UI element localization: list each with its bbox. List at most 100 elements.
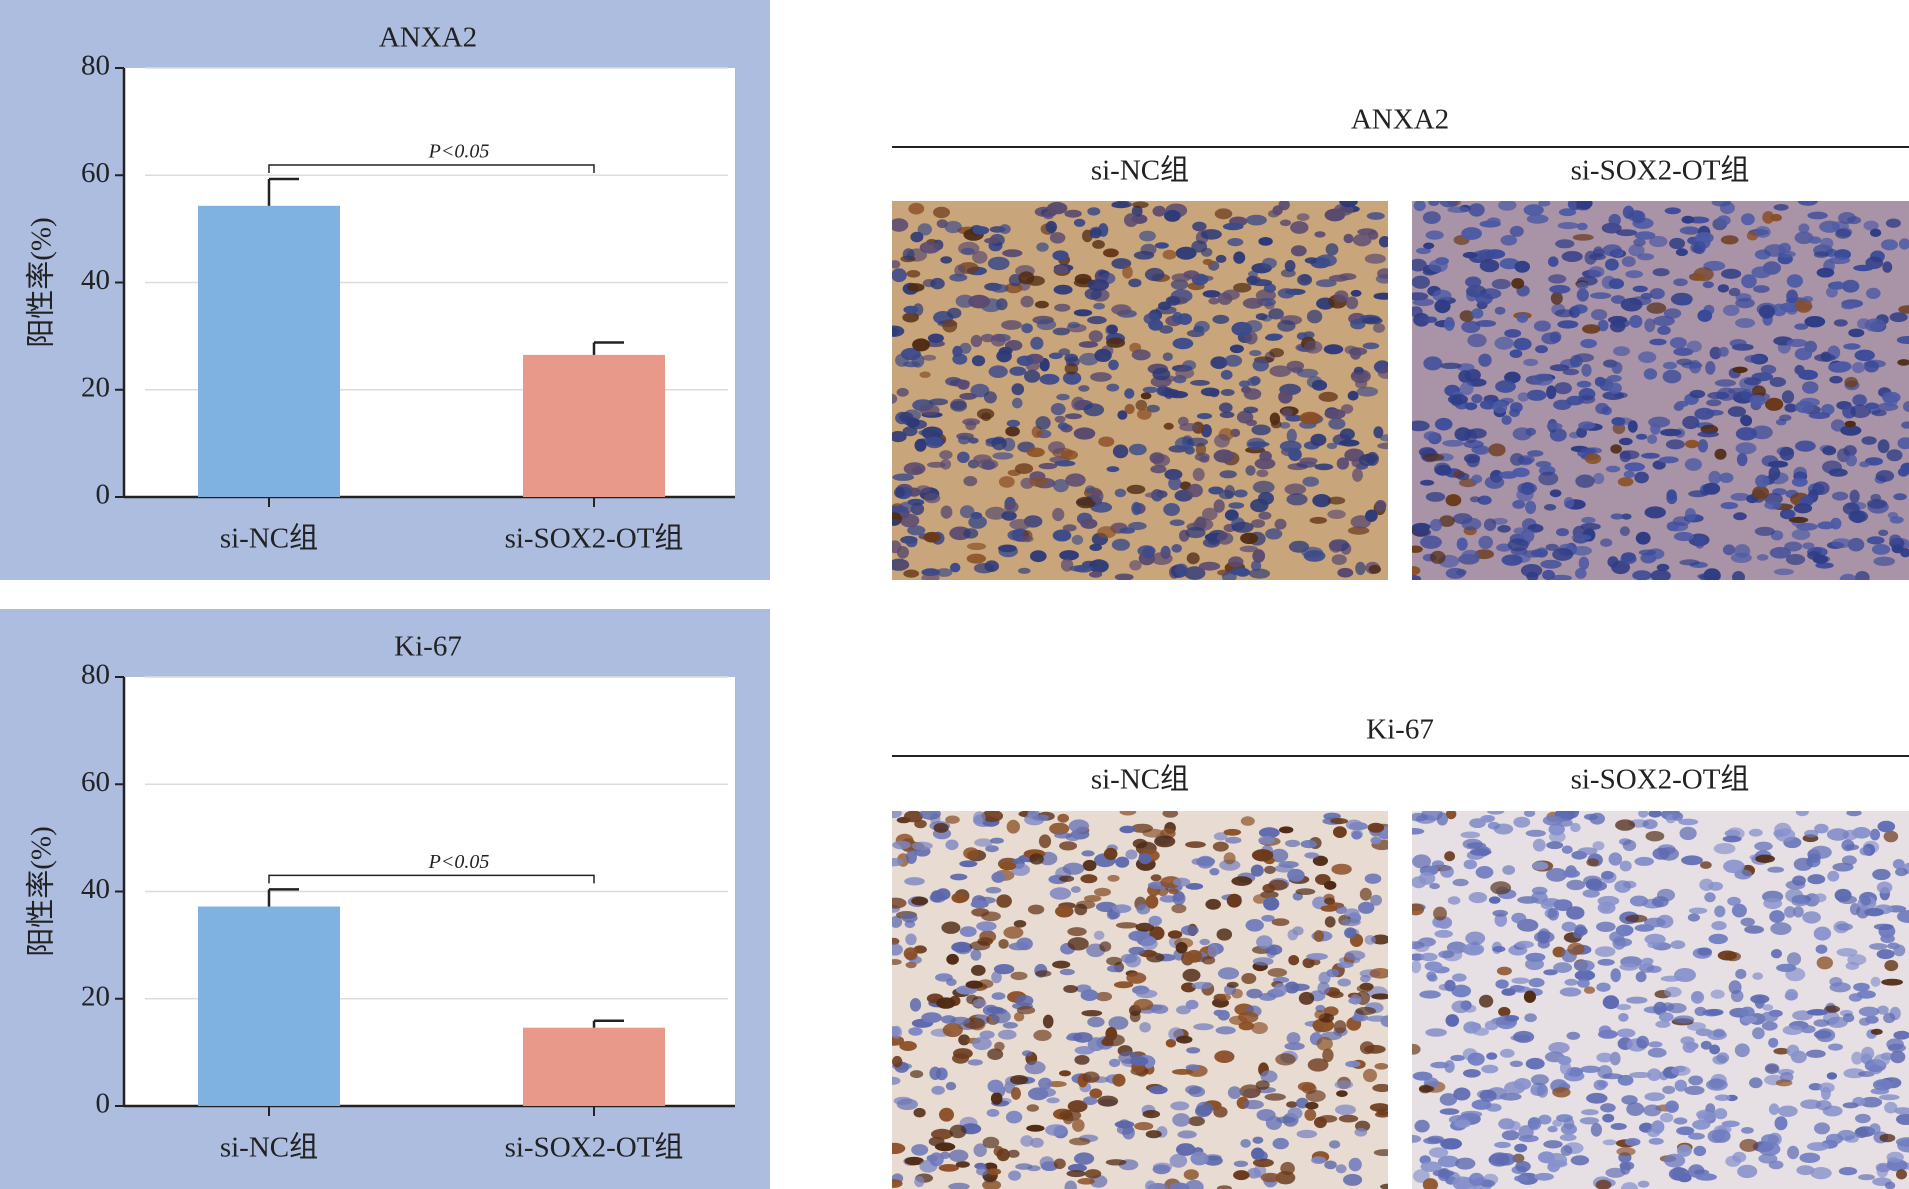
nucleus (1287, 1107, 1303, 1120)
nucleus (1179, 423, 1199, 432)
nucleus (1602, 1073, 1623, 1080)
nucleus (1463, 1069, 1481, 1078)
nucleus (1053, 479, 1069, 493)
nucleus (1131, 501, 1142, 516)
nucleus (1239, 1084, 1261, 1099)
nucleus (1412, 903, 1425, 916)
nucleus (1782, 509, 1796, 519)
nucleus (1452, 973, 1467, 982)
nucleus (1423, 431, 1439, 441)
nucleus (1729, 339, 1747, 348)
nucleus (1338, 1114, 1359, 1123)
nucleus (1479, 259, 1500, 273)
nucleus (1287, 929, 1299, 941)
nucleus (1145, 1130, 1162, 1139)
nucleus (1325, 243, 1339, 256)
nucleus (1053, 284, 1073, 295)
nucleus (1185, 1064, 1200, 1071)
nucleus (1005, 426, 1020, 437)
nucleus (1727, 406, 1746, 417)
nucleus (1216, 1185, 1232, 1189)
nucleus (1802, 542, 1815, 550)
nucleus (916, 485, 931, 493)
nucleus (1251, 424, 1271, 436)
nucleus (1009, 366, 1027, 376)
nucleus (1223, 828, 1242, 836)
nucleus (945, 815, 960, 824)
nucleus (1643, 368, 1658, 380)
nucleus (1600, 538, 1613, 547)
nucleus (1802, 381, 1819, 394)
nucleus (1673, 531, 1694, 542)
nucleus (1497, 525, 1511, 533)
nucleus (1208, 486, 1224, 495)
nucleus (940, 256, 953, 264)
nucleus (892, 218, 909, 232)
nucleus (927, 461, 946, 468)
nucleus (1815, 1100, 1832, 1111)
nucleus (1424, 961, 1443, 971)
nucleus (1072, 1032, 1093, 1043)
bar (523, 354, 665, 497)
nucleus (1185, 527, 1206, 539)
nucleus (1272, 205, 1283, 216)
nucleus (1596, 982, 1611, 992)
nucleus (1727, 896, 1741, 906)
nucleus (1493, 823, 1514, 835)
nucleus (1841, 855, 1857, 866)
nucleus (1844, 844, 1860, 851)
nucleus (1564, 978, 1579, 986)
nucleus (1879, 1094, 1900, 1101)
nucleus (1708, 933, 1728, 945)
nucleus (1785, 888, 1804, 903)
nucleus (1634, 924, 1655, 932)
nucleus (1251, 849, 1274, 862)
nucleus (1786, 952, 1802, 966)
nucleus (1824, 1005, 1841, 1013)
nucleus (1105, 1159, 1127, 1166)
tissue-image (892, 811, 1388, 1189)
nucleus (1748, 828, 1763, 837)
nucleus (1255, 313, 1268, 321)
nucleus (1527, 450, 1544, 457)
nucleus (1219, 402, 1233, 413)
nucleus (1240, 532, 1259, 544)
nucleus (1843, 343, 1861, 350)
nucleus (1514, 260, 1530, 273)
nucleus (1769, 547, 1791, 559)
nucleus (1884, 960, 1899, 972)
nucleus (892, 327, 899, 336)
nucleus (1367, 822, 1385, 833)
nucleus (963, 847, 979, 860)
nucleus (1074, 1046, 1095, 1055)
nucleus (963, 476, 978, 487)
nucleus (1842, 1102, 1859, 1109)
nucleus (1200, 229, 1222, 240)
nucleus (1420, 535, 1442, 549)
nucleus (896, 1098, 918, 1111)
nucleus (961, 247, 975, 255)
nucleus (1893, 493, 1907, 501)
nucleus (1653, 1001, 1667, 1016)
nucleus (1557, 818, 1573, 827)
nucleus (996, 1148, 1010, 1162)
nucleus (1832, 281, 1845, 290)
nucleus (1580, 447, 1597, 454)
nucleus (944, 220, 962, 234)
nucleus (1284, 260, 1296, 272)
nucleus (1171, 1068, 1194, 1075)
nucleus (1412, 545, 1423, 553)
nucleus (1697, 309, 1713, 322)
nucleus (1538, 201, 1551, 207)
nucleus (955, 1161, 970, 1168)
nucleus (1495, 979, 1509, 989)
nucleus (1238, 380, 1251, 388)
nucleus (1866, 287, 1881, 299)
nucleus (1848, 328, 1865, 338)
nucleus (1339, 439, 1360, 447)
nucleus (1644, 1092, 1665, 1102)
nucleus (1027, 904, 1045, 915)
tissue-image (892, 201, 1388, 580)
nucleus (1752, 1027, 1765, 1040)
nucleus (1828, 468, 1848, 477)
